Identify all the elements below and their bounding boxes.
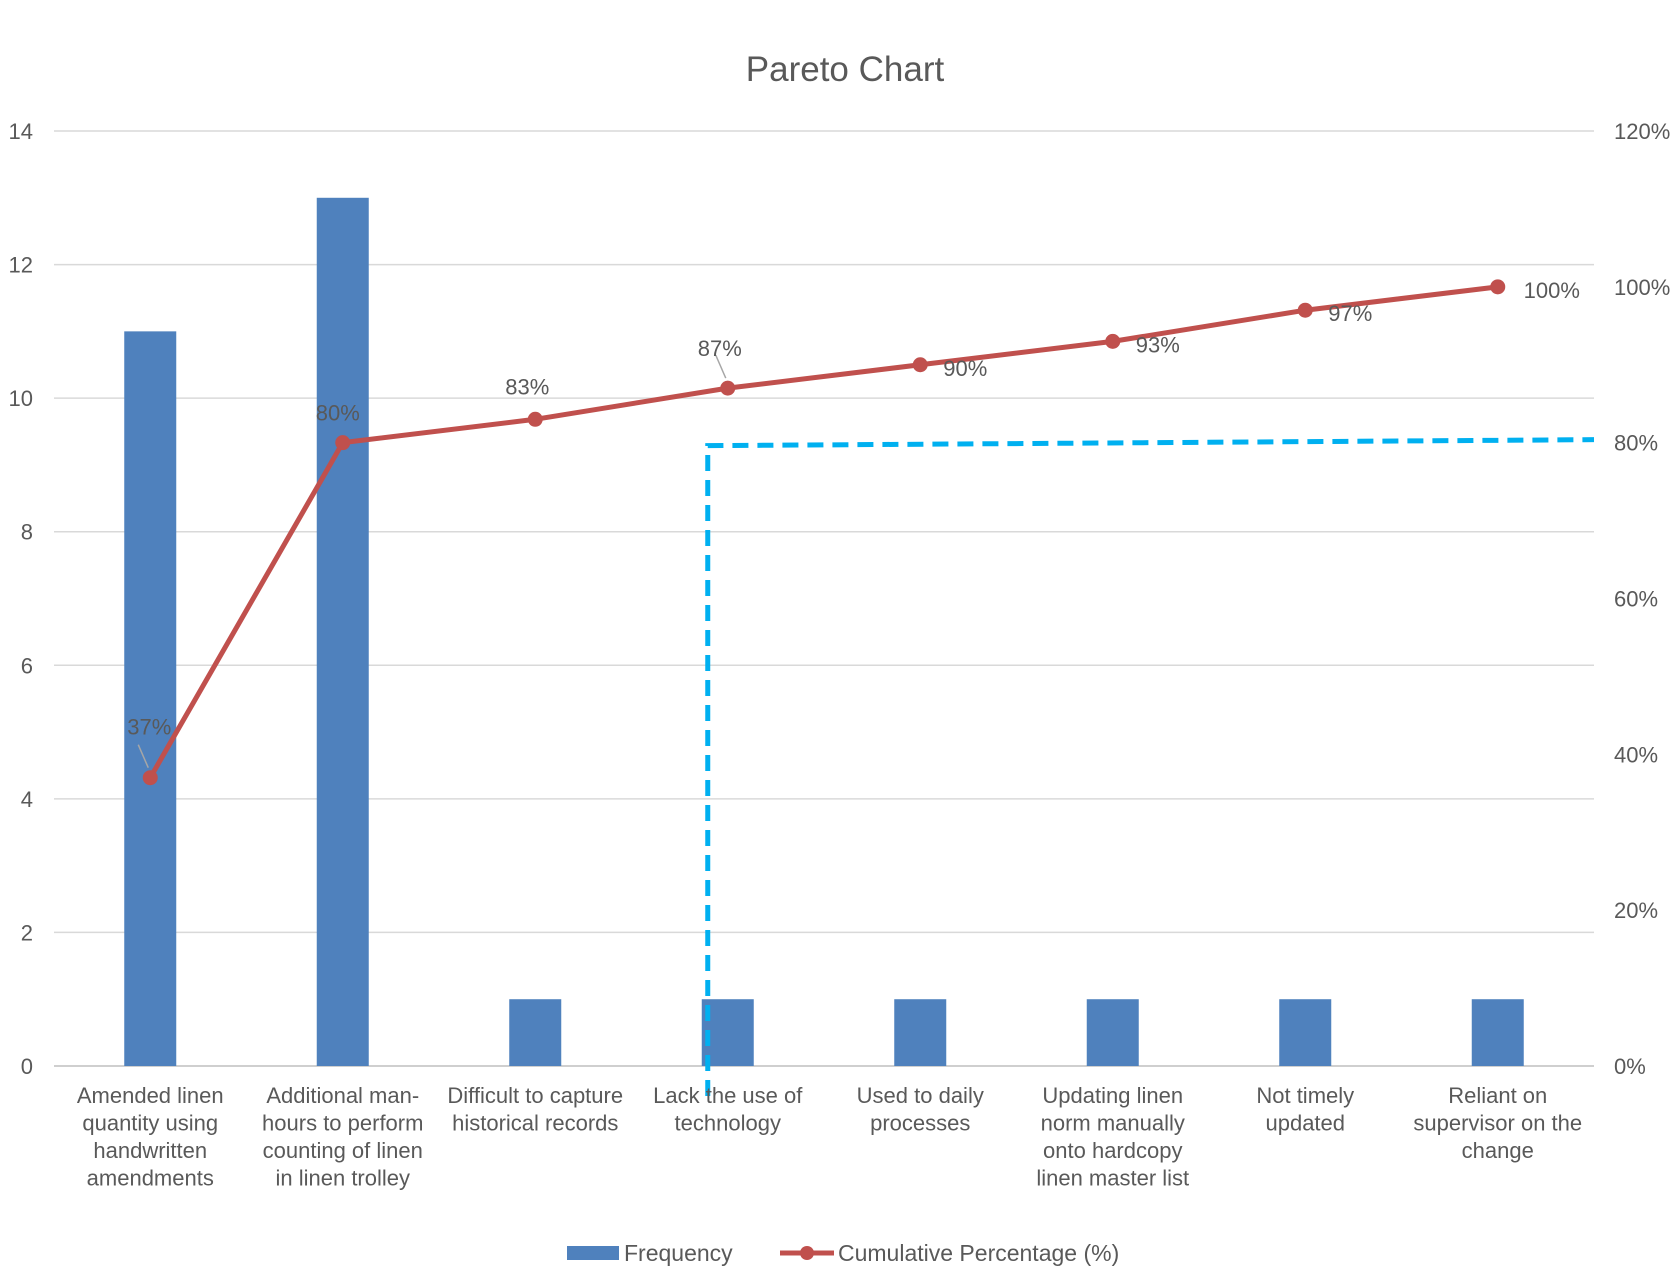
cumulative-point <box>142 770 158 786</box>
left-axis-tick-label: 10 <box>9 386 33 411</box>
cumulative-data-label: 97% <box>1328 301 1372 326</box>
cumulative-data-label: 37% <box>127 715 171 740</box>
category-label: Not timely updated <box>1256 1083 1354 1136</box>
bar-frequency <box>894 999 947 1066</box>
cumulative-point <box>912 357 928 373</box>
right-axis-tick-label: 60% <box>1614 587 1658 612</box>
cumulative-data-label: 80% <box>316 401 360 426</box>
cumulative-data-label: 83% <box>505 374 549 399</box>
right-axis-tick-label: 120% <box>1614 119 1670 144</box>
left-axis-tick-label: 6 <box>21 653 33 678</box>
cumulative-point <box>1297 302 1313 318</box>
cumulative-data-label: 100% <box>1524 278 1580 303</box>
left-axis-tick-label: 4 <box>21 787 33 812</box>
cumulative-point <box>720 380 736 396</box>
cumulative-data-label: 93% <box>1136 332 1180 357</box>
bar-frequency <box>701 999 754 1066</box>
bar-frequency <box>509 999 562 1066</box>
data-label-leader <box>137 744 149 769</box>
threshold-dashed-line <box>705 437 1595 1096</box>
left-axis-tick-label: 14 <box>9 119 33 144</box>
left-axis-tick-label: 0 <box>21 1054 33 1079</box>
cumulative-point <box>1490 279 1506 295</box>
x-axis-labels: Amended linen quantity using handwritten am… <box>77 1083 1582 1191</box>
bar-frequency <box>316 197 369 1067</box>
category-label: Updating linen norm manually onto hardcopy… <box>1036 1083 1189 1191</box>
category-label: Used to daily processes <box>857 1083 984 1136</box>
category-label: Reliant on supervisor on the change <box>1413 1083 1582 1163</box>
left-axis-tick-label: 12 <box>9 253 33 278</box>
legend-frequency-swatch <box>567 1246 619 1260</box>
gridlines <box>54 130 1594 1067</box>
chart-title: Pareto Chart <box>746 50 945 89</box>
left-axis-tick-label: 2 <box>21 920 33 945</box>
right-axis-tick-label: 40% <box>1614 742 1658 767</box>
bar-frequency <box>124 331 177 1066</box>
cumulative-data-label: 87% <box>698 336 742 361</box>
category-label: Difficult to capture historical records <box>447 1083 623 1136</box>
data-label-leader <box>715 354 727 379</box>
right-y-axis: 0% 20% 40% 60% 80% 100% 120% <box>1614 119 1670 1079</box>
right-axis-tick-label: 20% <box>1614 898 1658 923</box>
right-axis-tick-label: 100% <box>1614 275 1670 300</box>
right-axis-tick-label: 80% <box>1614 431 1658 456</box>
cumulative-line <box>148 284 1499 779</box>
category-label: Amended linen quantity using handwritten am… <box>77 1083 224 1191</box>
legend-frequency-label: Frequency <box>624 1240 733 1266</box>
threshold-annotation <box>705 437 1595 1096</box>
cumulative-point <box>527 411 543 427</box>
bar-frequency <box>1471 999 1524 1066</box>
category-label: Additional man-hours to perform counting … <box>262 1083 423 1191</box>
bar-frequency <box>1086 999 1139 1066</box>
cumulative-point <box>335 435 351 451</box>
bar-frequency <box>1279 999 1332 1066</box>
legend-cumulative-swatch-marker <box>800 1246 814 1260</box>
left-axis-tick-label: 8 <box>21 520 33 545</box>
category-label: Lack the use of technology <box>653 1083 803 1136</box>
right-axis-tick-label: 0% <box>1614 1054 1646 1079</box>
bar-series <box>124 197 1524 1067</box>
cumulative-data-label: 90% <box>943 356 987 381</box>
legend: Frequency Cumulative Percentage (%) <box>567 1240 1119 1266</box>
cumulative-line-series: 37% 80% 83% 87% 90% 93% 97% 100% <box>127 278 1580 786</box>
legend-cumulative-label: Cumulative Percentage (%) <box>838 1240 1119 1266</box>
cumulative-point <box>1105 333 1121 349</box>
left-y-axis: 0 2 4 6 8 10 12 14 <box>9 119 33 1079</box>
